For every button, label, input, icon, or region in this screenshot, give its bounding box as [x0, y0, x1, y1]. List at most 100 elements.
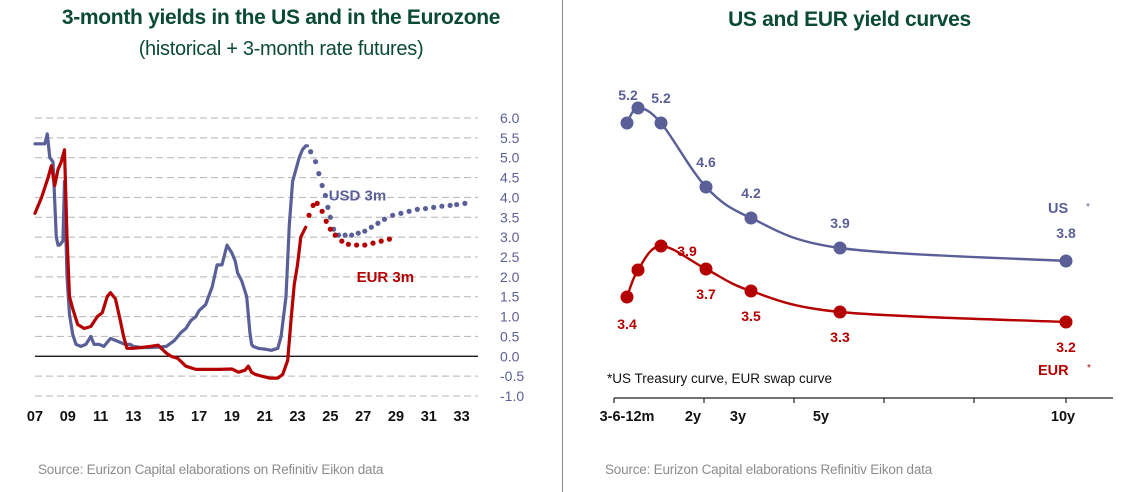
- y-tick-label: -1.0: [500, 388, 524, 404]
- y-tick-label: 6.0: [500, 110, 520, 126]
- right-chart-plot: 3-6-12m 2y 3y 5y 10y 5.2 5.2 4.6 4.2 3.9 3.8 3.4 3.9…: [600, 87, 1113, 425]
- us-data-label: 4.6: [696, 154, 716, 170]
- x-tick-label: 10y: [1051, 409, 1075, 425]
- left-chart-title: 3-month yields in the US and in the Euro…: [61, 6, 501, 29]
- eur-3m-futures-dot: [323, 218, 329, 224]
- us-data-label: 5.2: [618, 87, 638, 103]
- left-chart-panel: 3-month yields in the US and in the Euro…: [0, 0, 562, 492]
- eur-curve-point: [654, 239, 668, 253]
- us-curve-point: [699, 180, 713, 194]
- usd-3m-futures-dot: [431, 204, 437, 210]
- y-tick-label: 5.5: [500, 130, 520, 146]
- y-tick-label: 3.0: [500, 229, 520, 245]
- eur-3m-futures-dot: [353, 242, 360, 248]
- eur-data-label: 3.5: [741, 308, 761, 324]
- usd-3m-futures-dot: [322, 192, 329, 199]
- usd-3m-futures-dot: [312, 159, 319, 165]
- x-tick-label: 21: [257, 409, 273, 425]
- usd-3m-futures-dot: [355, 230, 361, 236]
- y-tick-label: 2.0: [500, 269, 520, 285]
- eur-3m-futures-dot: [319, 208, 325, 214]
- usd-3m-futures-dot: [439, 203, 445, 209]
- x-tick-label: 31: [421, 409, 437, 425]
- x-tick-label: 3-6-12m: [600, 409, 655, 425]
- usd-3m-futures-dot: [381, 216, 388, 222]
- y-tick-label: 1.5: [500, 289, 520, 305]
- eur-curve-point: [699, 262, 713, 276]
- us-legend-label: US: [1048, 201, 1068, 217]
- usd-3m-futures-dot: [422, 205, 429, 212]
- eur-3m-futures-dot: [314, 200, 320, 206]
- y-tick-label: 1.0: [500, 309, 520, 325]
- eur-data-label: 3.7: [696, 286, 716, 302]
- x-tick-label: 17: [191, 409, 207, 425]
- eur-data-label: 3.2: [1056, 339, 1076, 355]
- usd-3m-futures-dot: [342, 232, 348, 238]
- us-data-label: 3.9: [830, 215, 850, 231]
- x-tick-label: 25: [322, 409, 338, 425]
- us-curve-point: [620, 116, 634, 130]
- us-curve-line: [625, 106, 1067, 263]
- usd-3m-futures-dot: [319, 182, 325, 189]
- left-chart-source: Source: Eurizon Capital elaborations on …: [38, 462, 384, 477]
- x-tick-label: 07: [27, 409, 43, 425]
- eur-3m-futures-dot: [345, 241, 351, 247]
- eur-3m-label: EUR 3m: [357, 269, 415, 286]
- us-curve-point: [654, 116, 668, 130]
- usd-3m-futures-dot: [454, 201, 460, 208]
- us-legend-asterisk: *: [1086, 202, 1090, 213]
- eur-3m-futures-dot: [332, 232, 338, 238]
- usd-3m-futures-dot: [375, 220, 381, 226]
- left-chart-subtitle: (historical + 3-month rate futures): [138, 38, 424, 60]
- x-tick-label: 15: [158, 409, 174, 425]
- usd-3m-futures-dot: [368, 224, 374, 230]
- eur-curve-point: [744, 284, 758, 298]
- y-tick-label: 2.5: [500, 249, 520, 265]
- y-tick-label: 5.0: [500, 150, 520, 166]
- x-tick-label: 5y: [813, 409, 829, 425]
- us-curve-point: [631, 101, 645, 115]
- us-curve-point: [1059, 254, 1073, 268]
- left-chart-plot: 6.0 5.5 5.0 4.5 4.0 3.5 3.0 2.5 2.0 1.5 1.0 0.5 0.0 -…: [27, 110, 524, 425]
- usd-3m-futures-dot: [316, 171, 322, 177]
- x-tick-label: 29: [388, 409, 404, 425]
- eur-3m-futures-dot: [362, 242, 368, 248]
- eur-data-label: 3.3: [830, 329, 850, 345]
- y-tick-label: -0.5: [500, 368, 524, 384]
- eur-legend-asterisk: *: [1087, 363, 1091, 374]
- x-tick-label: 23: [289, 409, 305, 425]
- us-data-label: 4.2: [741, 185, 761, 201]
- usd-3m-futures-dot: [327, 214, 333, 220]
- right-chart-source: Source: Eurizon Capital elaborations Ref…: [605, 462, 933, 477]
- usd-3m-futures-dot: [406, 208, 412, 214]
- eur-3m-futures-dot: [327, 226, 333, 232]
- y-tick-label: 0.5: [500, 328, 520, 344]
- us-data-label: 5.2: [651, 90, 671, 106]
- eur-3m-historical-line: [33, 148, 308, 380]
- curve-source-note: *US Treasury curve, EUR swap curve: [607, 371, 832, 386]
- x-tick-label: 3y: [730, 409, 746, 425]
- eur-data-label: 3.4: [617, 316, 637, 332]
- x-tick-label: 09: [60, 409, 76, 425]
- us-curve-point: [833, 241, 847, 255]
- usd-3m-futures-dot: [325, 204, 331, 210]
- usd-3m-futures-dot: [349, 232, 355, 238]
- y-tick-label: 0.0: [500, 348, 520, 364]
- eur-3m-futures-dot: [378, 238, 384, 244]
- eur-3m-futures-dot: [339, 238, 345, 244]
- eur-3m-futures-dot: [306, 212, 312, 218]
- eur-3m-futures-dot: [386, 236, 392, 242]
- eur-curve-point: [631, 263, 645, 277]
- y-tick-label: 4.0: [500, 189, 520, 205]
- y-tick-label: 4.5: [500, 170, 520, 186]
- x-tick-label: 19: [224, 409, 240, 425]
- x-tick-label: 11: [93, 409, 108, 425]
- x-tick-label: 2y: [685, 409, 701, 425]
- us-data-label: 3.8: [1056, 225, 1076, 241]
- usd-3m-futures-dot: [462, 200, 468, 206]
- right-chart-panel: US and EUR yield curves 3-6-12m 2y 3y 5y 10y…: [563, 0, 1136, 492]
- eur-data-label: 3.9: [677, 243, 697, 259]
- panel-divider: [562, 0, 563, 492]
- eur-curve-point: [620, 290, 634, 304]
- right-chart-title: US and EUR yield curves: [728, 8, 971, 31]
